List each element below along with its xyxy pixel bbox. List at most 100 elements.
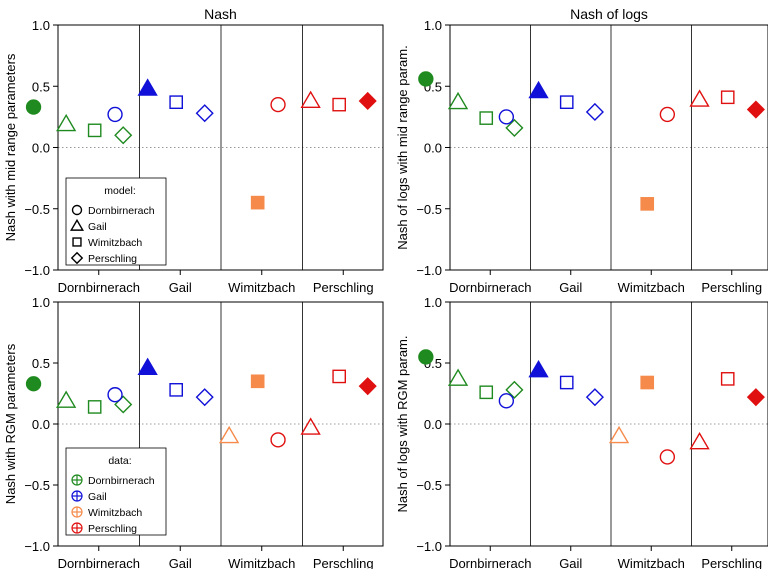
data-point	[107, 106, 123, 123]
data-point	[720, 372, 735, 386]
data-point	[447, 368, 469, 386]
legend-marker	[71, 490, 83, 502]
panel-1: Nash 1.0 0.5 0.0 −0.5 −1.0 Nash with mid range…	[3, 6, 384, 295]
data-point	[585, 102, 604, 122]
x-tick-label: Dornbirnerach	[58, 280, 140, 295]
y-tick-label: −0.5	[416, 202, 442, 217]
data-point	[720, 90, 735, 105]
data-point	[608, 425, 630, 444]
data-point	[689, 89, 710, 107]
y-axis-label: Nash with RGM parameters	[3, 343, 18, 504]
data-point	[479, 385, 494, 400]
y-tick-label: 1.0	[32, 18, 50, 33]
x-tick-label: Perschling	[313, 556, 374, 569]
legend: model: Dornbirnerach Gail Wimitzbach Perschl…	[65, 177, 167, 266]
data-point	[505, 380, 524, 399]
y-axis-label: Nash with mid range parameters	[3, 53, 18, 241]
legend-entry: Dornbirnerach	[88, 205, 155, 217]
x-tick-label: Dornbirnerach	[449, 556, 531, 569]
data-point	[559, 95, 574, 109]
legend-entry: Perschling	[88, 253, 137, 265]
legend-entry: Perschling	[88, 523, 137, 535]
data-point	[270, 96, 286, 113]
data-point	[659, 106, 676, 123]
data-point	[358, 91, 377, 111]
data-point	[332, 97, 346, 112]
data-point	[505, 118, 524, 137]
legend-marker	[72, 237, 82, 247]
legend-entry: Wimitzbach	[88, 237, 142, 249]
data-point	[25, 376, 42, 392]
legend-marker	[70, 218, 84, 231]
data-point	[528, 360, 549, 378]
y-tick-label: −0.5	[416, 478, 442, 493]
y-tick-label: 0.0	[32, 141, 50, 156]
y-tick-label: 0.0	[424, 417, 442, 432]
data-point	[250, 195, 265, 210]
legend-entry: Gail	[88, 491, 107, 503]
y-tick-label: 0.0	[32, 417, 50, 432]
y-axis-label: Nash of logs with mid range param.	[395, 45, 410, 249]
legend-marker	[71, 204, 83, 216]
y-tick-label: 0.5	[32, 356, 50, 371]
data-point	[270, 432, 286, 448]
legend: data: Dornbirnerach Gail Wimitzbach Perschli…	[65, 447, 167, 536]
x-tick-label: Dornbirnerach	[449, 280, 531, 295]
data-point	[528, 80, 549, 99]
x-tick-label: Perschling	[701, 556, 762, 569]
data-point	[25, 99, 42, 115]
x-tick-label: Wimitzbach	[618, 280, 685, 295]
data-point	[479, 111, 494, 125]
plot-frame	[449, 301, 768, 547]
data-point	[447, 91, 469, 110]
x-tick-label: Gail	[559, 556, 582, 569]
data-point	[114, 126, 133, 145]
legend-title: data:	[108, 455, 131, 467]
y-tick-label: −0.5	[24, 202, 50, 217]
data-point	[137, 357, 158, 375]
legend-entry: Gail	[88, 221, 107, 233]
data-point	[559, 375, 574, 390]
x-tick-label: Gail	[559, 280, 582, 295]
legend-entry: Wimitzbach	[88, 507, 142, 519]
data-point	[640, 375, 655, 390]
y-tick-label: 1.0	[424, 18, 442, 33]
data-point	[87, 400, 102, 414]
x-tick-label: Wimitzbach	[618, 556, 685, 569]
data-point	[640, 197, 655, 211]
data-point	[300, 90, 321, 109]
data-point	[585, 388, 604, 407]
legend-marker	[71, 506, 83, 518]
x-tick-label: Gail	[169, 280, 192, 295]
panel-title: Nash of logs	[570, 6, 648, 22]
data-point	[56, 113, 77, 132]
y-tick-label: 1.0	[424, 295, 442, 310]
data-point	[689, 431, 710, 450]
plot-frame	[449, 24, 768, 271]
data-point	[107, 387, 123, 403]
data-point	[219, 425, 240, 444]
x-tick-label: Dornbirnerach	[58, 556, 140, 569]
data-point	[659, 449, 676, 465]
data-point	[746, 100, 765, 119]
data-point	[87, 123, 102, 138]
x-tick-label: Wimitzbach	[228, 280, 295, 295]
y-tick-label: 1.0	[32, 295, 50, 310]
legend-box	[65, 177, 167, 266]
data-point	[56, 390, 77, 408]
x-tick-label: Gail	[169, 556, 192, 569]
legend-marker	[71, 522, 83, 534]
data-point	[169, 383, 183, 397]
y-tick-label: −0.5	[24, 478, 50, 493]
panel-title: Nash	[204, 6, 237, 22]
y-tick-label: 0.0	[424, 141, 442, 156]
data-point	[114, 395, 133, 414]
data-point	[498, 393, 515, 409]
x-tick-label: Perschling	[701, 280, 762, 295]
legend-marker	[70, 251, 84, 265]
y-tick-label: −1.0	[416, 539, 442, 554]
y-axis-label: Nash of logs with RGM param.	[395, 335, 410, 512]
